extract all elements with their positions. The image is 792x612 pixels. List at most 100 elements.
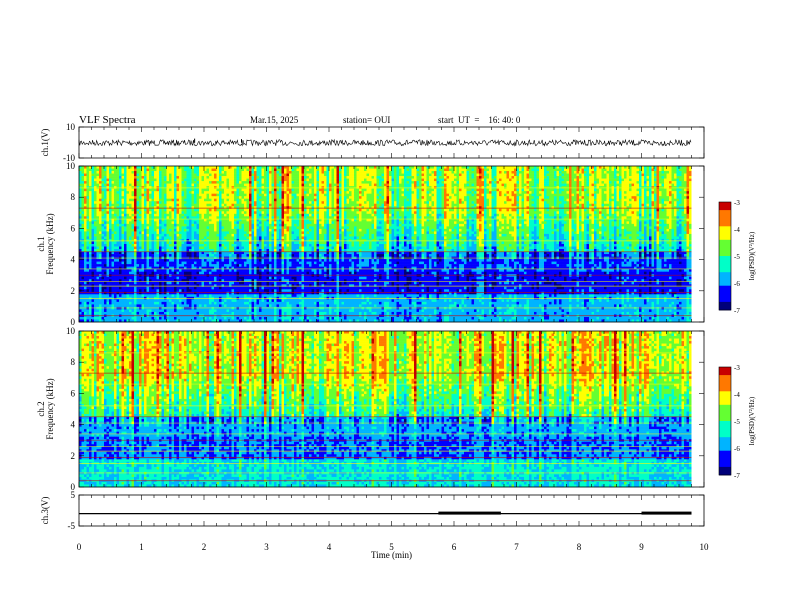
spectrogram-cell (634, 179, 637, 182)
spectrogram-cell (209, 171, 212, 174)
spectrogram-cell (494, 206, 497, 209)
spectrogram-cell (532, 169, 535, 172)
spectrogram-cell (352, 181, 355, 184)
spectrogram-cell (352, 204, 355, 207)
spectrogram-cell (634, 199, 637, 202)
spectrogram-cell (524, 199, 527, 202)
spectrogram-cell (404, 199, 407, 202)
spectrogram-cell (657, 209, 660, 212)
spectrogram-cell (259, 184, 262, 187)
spectrogram-cell (562, 174, 565, 177)
spectrogram-cell (597, 209, 600, 212)
spectrogram-cell (447, 214, 450, 217)
spectrogram-cell (294, 204, 297, 207)
spectrogram-cell (239, 171, 242, 174)
spectrogram-cell (189, 194, 192, 197)
spectrogram-cell (542, 191, 545, 194)
spectrogram-cell (197, 189, 200, 192)
spectrogram-cell (607, 189, 610, 192)
spectrogram-cell (562, 211, 565, 214)
spectrogram-cell (322, 184, 325, 187)
spectrogram-cell (662, 176, 665, 179)
spectrogram-cell (354, 201, 357, 204)
spectrogram-cell (194, 191, 197, 194)
spectrogram-cell (452, 184, 455, 187)
spectrogram-cell (507, 174, 510, 177)
spectrogram-cell (524, 201, 527, 204)
spectrogram-cell (414, 209, 417, 212)
spectrogram-cell (404, 181, 407, 184)
spectrogram-cell (307, 171, 310, 174)
spectrogram-cell (614, 206, 617, 209)
spectrogram-cell (239, 194, 242, 197)
spectrogram-cell (484, 174, 487, 177)
spectrogram-cell (454, 184, 457, 187)
spectrogram-cell (102, 189, 105, 192)
spectrogram-cell (242, 196, 245, 199)
spectrogram-cell (379, 169, 382, 172)
spectrogram-cell (514, 189, 517, 192)
spectrogram-cell (517, 209, 520, 212)
spectrogram-cell (197, 201, 200, 204)
spectrogram-cell (389, 196, 392, 199)
spectrogram-cell (447, 206, 450, 209)
spectrogram-cell (517, 171, 520, 174)
spectrogram-cell (474, 169, 477, 172)
spectrogram-cell (569, 214, 572, 217)
spectrogram-cell (432, 194, 435, 197)
spectrogram-cell (442, 166, 445, 169)
spectrogram-cell (459, 166, 462, 169)
spectrogram-cell (224, 206, 227, 209)
spectrogram-cell (547, 176, 550, 179)
spectrogram-cell (572, 166, 575, 169)
spectrogram-cell (104, 184, 107, 187)
spectrogram-cell (162, 166, 165, 169)
spectrogram-cell (469, 184, 472, 187)
spectrogram-cell (357, 191, 360, 194)
spectrogram-cell (189, 199, 192, 202)
spectrogram-cell (529, 171, 532, 174)
spectrogram-cell (267, 204, 270, 207)
spectrogram-cell (654, 174, 657, 177)
spectrogram-cell (422, 211, 425, 214)
spectrogram-cell (409, 196, 412, 199)
spectrogram-cell (267, 191, 270, 194)
spectrogram-cell (139, 171, 142, 174)
spectrogram-cell (644, 189, 647, 192)
spectrogram-cell (317, 206, 320, 209)
spectrogram-cell (259, 166, 262, 169)
spectrogram-cell (182, 174, 185, 177)
spectrogram-cell (182, 181, 185, 184)
spectrogram-cell (294, 199, 297, 202)
spectrogram-cell (229, 211, 232, 214)
spectrogram-cell (382, 181, 385, 184)
spectrogram-cell (357, 206, 360, 209)
spectrogram-cell (557, 209, 560, 212)
spectrogram-cell (139, 184, 142, 187)
spectrogram-cell (682, 184, 685, 187)
spectrogram-cell (632, 191, 635, 194)
spectrogram-cell (294, 169, 297, 172)
spectrogram-cell (104, 166, 107, 169)
spectrogram-cell (549, 181, 552, 184)
spectrogram-cell (342, 194, 345, 197)
spectrogram-cell (437, 196, 440, 199)
spectrogram-cell (474, 204, 477, 207)
spectrogram-cell (564, 201, 567, 204)
spectrogram-cell (359, 214, 362, 217)
spectrogram-cell (342, 181, 345, 184)
spectrogram-cell (112, 196, 115, 199)
spectrogram-cell (574, 174, 577, 177)
spectrogram-cell (157, 166, 160, 169)
spectrogram-cell (109, 201, 112, 204)
spectrogram-cell (654, 211, 657, 214)
spectrogram-cell (512, 199, 515, 202)
spectrogram-cell (162, 209, 165, 212)
spectrogram-cell (262, 196, 265, 199)
spectrogram-cell (452, 191, 455, 194)
spectrogram-cell (194, 169, 197, 172)
spectrogram-cell (612, 209, 615, 212)
spectrogram-cell (417, 196, 420, 199)
spectrogram-cell (247, 201, 250, 204)
spectrogram-cell (647, 174, 650, 177)
